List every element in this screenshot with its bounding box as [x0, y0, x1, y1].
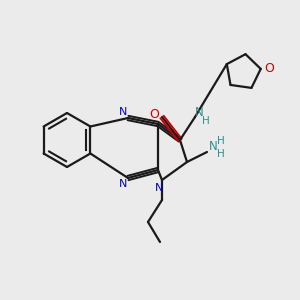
Text: N: N [119, 179, 127, 189]
Text: N: N [195, 106, 203, 118]
Text: N: N [208, 140, 217, 154]
Text: N: N [119, 107, 127, 117]
Text: H: H [217, 149, 225, 159]
Text: O: O [149, 107, 159, 121]
Text: H: H [202, 116, 210, 126]
Text: N: N [155, 183, 163, 193]
Text: H: H [217, 136, 225, 146]
Text: O: O [264, 62, 274, 75]
